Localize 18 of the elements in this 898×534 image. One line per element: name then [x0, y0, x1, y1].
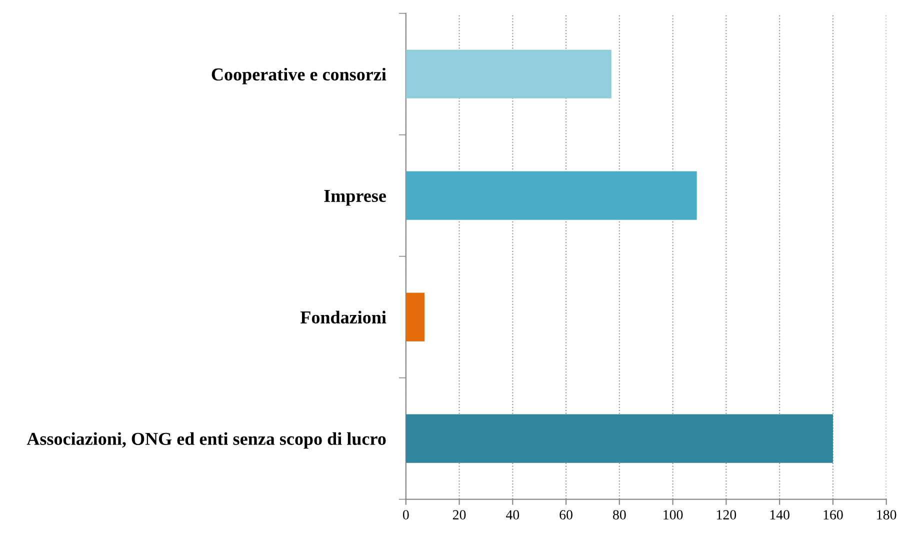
x-tick-label: 180: [877, 510, 896, 520]
x-tick-label: 20: [452, 510, 466, 520]
x-tick-label: 120: [716, 510, 736, 520]
x-tick-label: 160: [824, 510, 843, 520]
x-tick-label: 40: [506, 510, 520, 520]
x-tick-label: 100: [664, 510, 683, 520]
y-tick-label: Fondazioni: [300, 310, 386, 324]
bar: [406, 414, 833, 463]
x-tick-label: 80: [613, 510, 626, 520]
bar: [406, 292, 425, 342]
bar: [406, 171, 697, 220]
x-tick-label: 140: [770, 510, 790, 520]
y-tick-label: Imprese: [324, 190, 386, 206]
y-tick-label: Cooperative e consorzi: [212, 68, 386, 84]
y-tick-label: Associazioni, ONG ed enti senza scopo di lucro: [26, 432, 386, 449]
x-tick-label: 0: [402, 510, 409, 520]
x-tick-label: 60: [560, 510, 572, 520]
bar: [406, 50, 612, 98]
